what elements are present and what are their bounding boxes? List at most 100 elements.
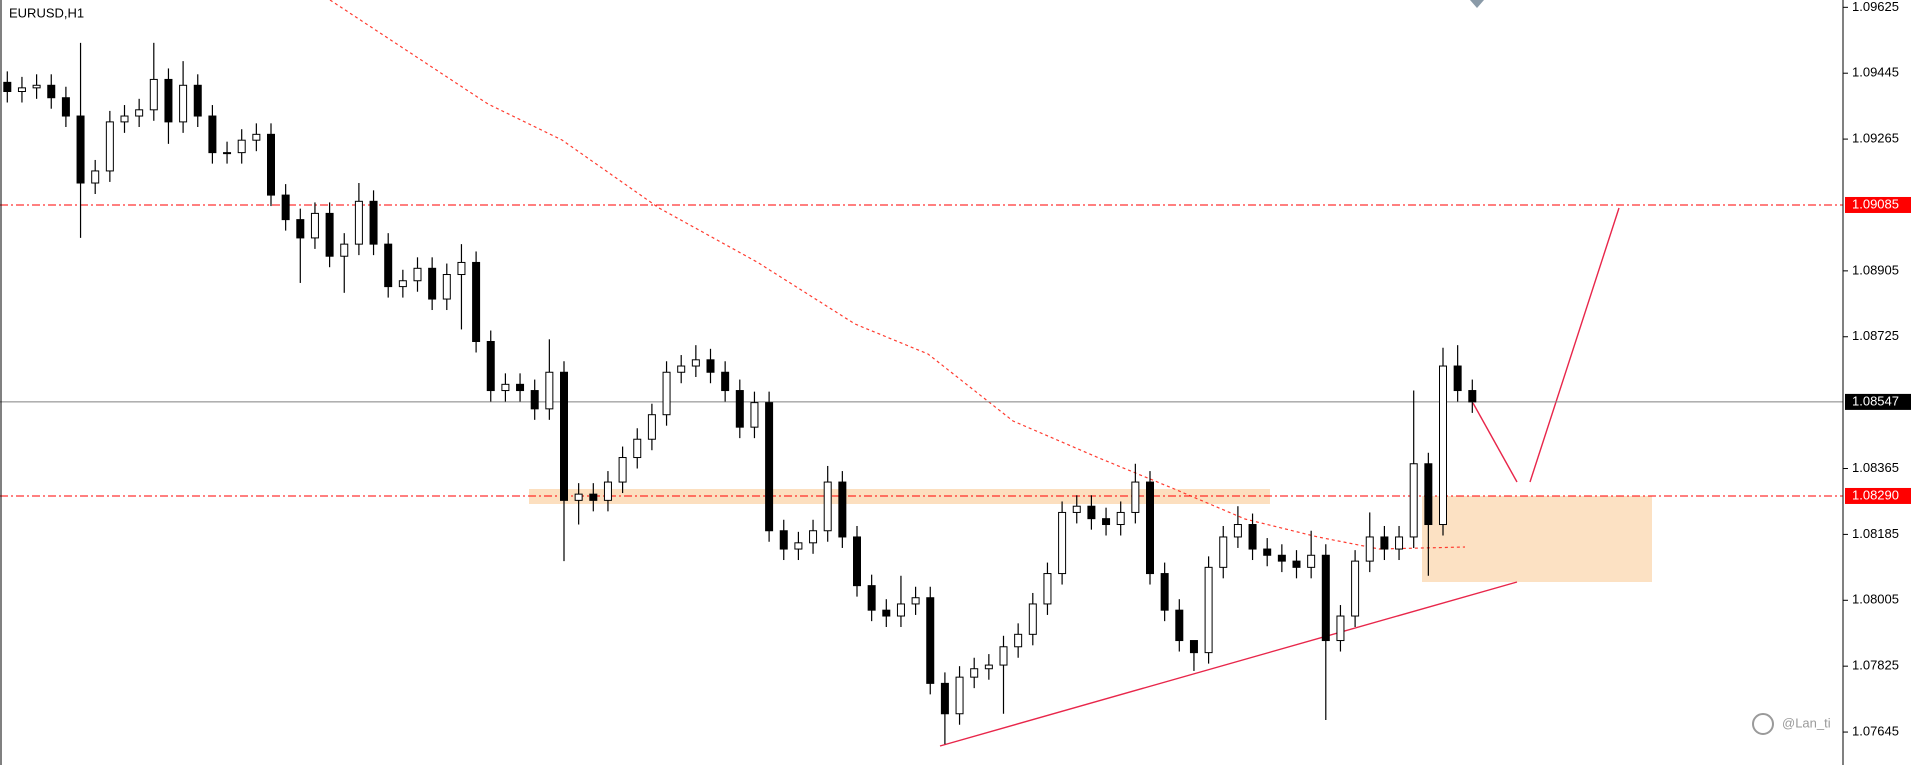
- candle-body: [882, 609, 891, 617]
- projection-line: [1529, 207, 1620, 483]
- candle-body: [1160, 573, 1169, 611]
- candle-body: [516, 383, 525, 392]
- candle-body: [1439, 365, 1447, 526]
- candle-body: [354, 200, 363, 245]
- y-tick-label: 1.07645: [1852, 723, 1899, 738]
- candle-body: [794, 542, 803, 550]
- candle-body: [267, 133, 275, 196]
- y-tick-label: 1.08005: [1852, 592, 1899, 607]
- candle-body: [955, 676, 964, 715]
- candle-body: [1395, 536, 1404, 550]
- candle-body: [413, 267, 422, 282]
- candle-body: [208, 115, 217, 154]
- candle-body: [428, 267, 437, 300]
- candle-body: [1087, 505, 1096, 520]
- candle-body: [3, 81, 12, 93]
- candle-body: [896, 603, 905, 617]
- candle-body: [1028, 603, 1037, 635]
- candle-body: [765, 402, 774, 532]
- candle-body: [193, 84, 202, 117]
- candle-body: [76, 115, 85, 184]
- zone: [529, 489, 1270, 504]
- candle-body: [867, 585, 876, 611]
- trend-line: [939, 581, 1518, 747]
- candle-body: [1146, 481, 1154, 575]
- candle-body: [779, 530, 788, 550]
- candle-body: [1043, 573, 1052, 605]
- candle-body: [721, 371, 730, 392]
- moving-average: [329, 0, 1466, 550]
- y-tick-label: 1.08725: [1852, 328, 1899, 343]
- candle-body: [340, 243, 349, 257]
- candle-body: [1380, 536, 1389, 550]
- watermark-icon: [1752, 713, 1774, 735]
- candle-body: [1248, 524, 1257, 550]
- candle-body: [940, 682, 949, 715]
- scroll-marker: [1470, 0, 1484, 8]
- candle-body: [1453, 365, 1462, 392]
- y-tick-label: 1.09265: [1852, 131, 1899, 146]
- y-tick-label: 1.08185: [1852, 526, 1899, 541]
- candle-body: [457, 261, 466, 276]
- candle-body: [1014, 633, 1023, 648]
- candle-body: [105, 121, 114, 172]
- candle-body: [325, 212, 334, 257]
- candle-body: [281, 194, 290, 221]
- candle-body: [1292, 560, 1301, 568]
- candle-body: [1321, 554, 1330, 642]
- projection-line: [1472, 402, 1518, 483]
- candle-body: [677, 365, 686, 373]
- candle-body: [809, 530, 818, 544]
- candle-body: [398, 280, 407, 288]
- drawings: [329, 0, 1652, 747]
- candle-body: [17, 87, 26, 93]
- candle-body: [310, 212, 319, 239]
- candle-body: [838, 481, 847, 538]
- candles: [3, 42, 1477, 745]
- price-axis: 1.09625 1.09445 1.09265 1.08905 1.08725 1.083…: [1843, 0, 1911, 738]
- candle-body: [1424, 463, 1433, 526]
- candle-body: [296, 219, 305, 239]
- candle-body: [1409, 463, 1418, 538]
- candle-body: [603, 481, 612, 501]
- watermark: @Lan_ti: [1752, 713, 1831, 735]
- candle-body: [1072, 505, 1081, 513]
- candle-body: [984, 664, 993, 670]
- candle-body: [179, 84, 188, 123]
- candle-body: [530, 390, 539, 410]
- y-tick-label: 1.08905: [1852, 262, 1899, 277]
- price-label-box: [1845, 393, 1911, 410]
- horizontal-lines: [0, 204, 1843, 497]
- candle-body: [1175, 609, 1184, 642]
- candle-body: [618, 457, 627, 483]
- candle-body: [706, 359, 715, 373]
- price-label: 1.08547: [1852, 393, 1899, 408]
- candle-body: [149, 78, 158, 111]
- candle-body: [120, 115, 129, 123]
- candle-body: [1263, 548, 1272, 556]
- price-label-box: [1845, 487, 1911, 504]
- candle-body: [1116, 511, 1125, 526]
- candle-body: [647, 414, 656, 440]
- candle-body: [442, 274, 451, 300]
- candle-body: [384, 243, 393, 288]
- y-tick-label: 1.09445: [1852, 65, 1899, 80]
- candle-body: [1233, 524, 1242, 538]
- candle-body: [633, 438, 642, 459]
- candle-body: [1468, 390, 1477, 403]
- y-tick-label: 1.07825: [1852, 658, 1899, 673]
- candle-body: [1219, 536, 1228, 568]
- candle-body: [853, 536, 861, 587]
- candle-body: [1189, 640, 1198, 654]
- candle-body: [47, 84, 56, 99]
- candle-body: [472, 261, 481, 343]
- candle-body: [135, 109, 144, 117]
- price-label: 1.09085: [1852, 196, 1899, 211]
- candle-body: [501, 383, 510, 392]
- candle-body: [1058, 511, 1067, 575]
- candle-body: [1307, 554, 1316, 568]
- y-tick-label: 1.09625: [1852, 0, 1899, 14]
